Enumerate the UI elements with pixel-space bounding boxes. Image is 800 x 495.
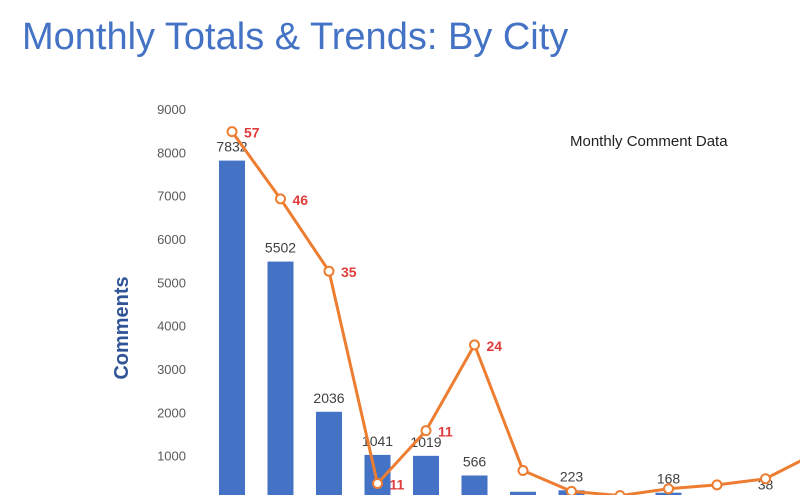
line-point [323, 265, 335, 277]
bar [316, 411, 342, 495]
line-point [275, 193, 286, 205]
y-tick-label: 6000 [157, 232, 186, 247]
bar [267, 261, 294, 495]
y-axis-label: Comments [111, 276, 133, 379]
y-tick-label: 8000 [157, 145, 186, 160]
y-tick-label: 7000 [157, 189, 186, 204]
y-tick-label: 3000 [157, 362, 186, 377]
bar [461, 475, 488, 495]
y-tick-label: 2000 [157, 405, 186, 420]
line-point [760, 473, 771, 485]
line-value-label: 24 [487, 338, 503, 354]
bar-value-label: 2036 [313, 390, 344, 406]
y-tick-label: 5000 [157, 275, 186, 290]
line-point [517, 465, 529, 477]
line-series [226, 126, 800, 495]
y-tick-label: 9000 [157, 102, 186, 117]
line-point [614, 490, 626, 495]
bar-series [219, 160, 682, 495]
line-point [372, 478, 383, 490]
line-value-label: 35 [341, 264, 357, 280]
bar-value-label: 223 [560, 468, 584, 484]
line-point [566, 485, 577, 495]
chart-annotation: Monthly Comment Data [570, 133, 728, 150]
line-point [469, 339, 480, 351]
line-data-labels: 5746351111247 [244, 125, 503, 493]
line-point [711, 479, 723, 491]
y-axis-ticks: 0 1000 2000 3000 4000 5000 6000 7000 8000 9000 [157, 102, 186, 495]
bar [510, 491, 536, 495]
y-tick-label: 0 [179, 492, 186, 495]
bar-value-label: 5502 [265, 240, 296, 256]
line-value-label: 11 [438, 424, 453, 440]
y-tick-label: 1000 [157, 449, 186, 464]
bar-value-label: 168 [657, 471, 681, 487]
bar [219, 160, 245, 495]
bar-value-label: 566 [463, 453, 487, 469]
line-point [226, 126, 238, 138]
y-tick-label: 4000 [157, 319, 186, 334]
bar [413, 455, 439, 495]
line-value-label: 46 [293, 192, 309, 208]
line-value-label: 57 [244, 125, 260, 141]
line-point [663, 483, 674, 495]
line-point [420, 425, 432, 437]
chart-title: Monthly Totals & Trends: By City [22, 16, 569, 58]
line-value-label: 11 [390, 477, 405, 493]
